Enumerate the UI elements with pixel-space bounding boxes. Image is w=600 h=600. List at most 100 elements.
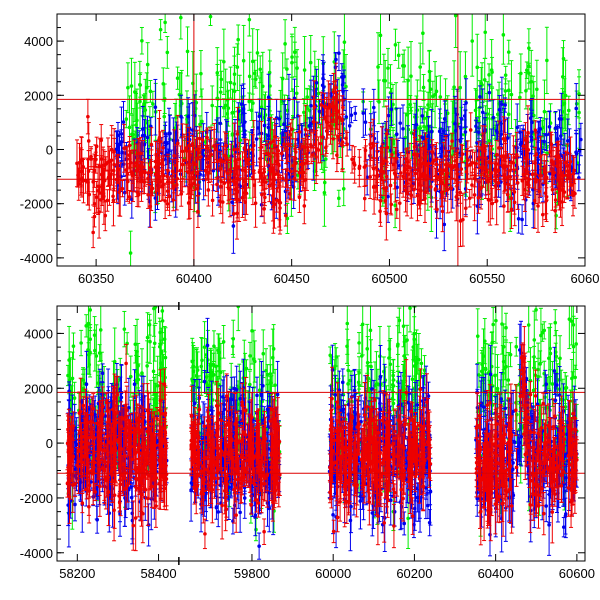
data-point xyxy=(252,183,257,188)
data-point xyxy=(198,122,202,127)
data-point xyxy=(385,145,390,150)
data-point xyxy=(498,120,503,125)
data-point xyxy=(218,90,223,94)
data-point xyxy=(476,195,481,200)
data-point xyxy=(133,90,137,94)
data-point xyxy=(328,102,332,107)
data-point xyxy=(220,159,225,164)
data-point xyxy=(145,62,150,67)
data-point xyxy=(542,109,547,114)
data-point xyxy=(206,188,211,192)
data-point xyxy=(179,15,183,20)
data-point xyxy=(353,111,358,116)
data-point xyxy=(293,50,297,54)
data-point xyxy=(395,185,399,190)
data-point xyxy=(254,137,259,141)
data-point xyxy=(426,133,431,138)
data-point xyxy=(458,85,462,90)
data-point xyxy=(149,170,154,175)
data-point xyxy=(420,114,425,118)
data-point xyxy=(512,155,516,160)
data-point xyxy=(288,132,293,137)
data-point xyxy=(241,58,246,63)
data-point xyxy=(121,120,126,124)
data-point xyxy=(297,170,302,175)
data-point xyxy=(536,147,541,151)
data-point xyxy=(171,184,176,188)
data-point xyxy=(432,158,436,163)
data-point xyxy=(545,58,549,63)
data-point xyxy=(566,108,571,113)
data-point xyxy=(341,105,345,110)
data-point xyxy=(175,76,180,80)
data-point xyxy=(350,157,354,162)
data-point xyxy=(161,183,165,187)
data-point xyxy=(162,114,167,119)
data-point xyxy=(337,51,341,55)
data-point xyxy=(176,141,180,146)
data-point xyxy=(368,174,372,179)
data-point xyxy=(302,110,306,115)
data-point xyxy=(503,103,507,107)
data-point xyxy=(344,84,348,89)
data-point xyxy=(477,130,481,135)
data-point xyxy=(549,142,554,147)
data-point xyxy=(86,169,91,173)
data-point xyxy=(494,128,499,133)
data-point xyxy=(459,156,464,161)
data-point xyxy=(470,183,474,187)
data-point xyxy=(235,65,240,69)
data-point xyxy=(505,136,510,140)
data-point xyxy=(274,159,279,164)
data-point xyxy=(194,100,199,105)
data-point xyxy=(429,185,433,189)
data-point xyxy=(240,195,245,200)
data-point xyxy=(299,162,303,167)
data-point xyxy=(503,89,508,93)
data-point xyxy=(509,92,514,97)
data-point xyxy=(529,79,534,84)
data-point xyxy=(483,30,488,35)
data-point xyxy=(418,65,423,69)
data-point xyxy=(308,60,313,65)
data-point xyxy=(314,81,319,85)
data-point xyxy=(566,139,570,143)
data-point xyxy=(464,169,469,174)
data-point xyxy=(562,190,567,194)
data-point xyxy=(302,68,307,72)
data-point xyxy=(165,174,170,179)
data-point xyxy=(143,170,147,175)
data-point xyxy=(91,230,95,235)
data-point xyxy=(320,135,325,139)
data-point xyxy=(502,204,506,208)
data-point xyxy=(459,167,464,171)
data-point xyxy=(518,130,522,135)
data-point xyxy=(445,111,450,116)
data-point xyxy=(305,106,310,111)
data-point xyxy=(103,213,108,218)
data-point xyxy=(215,159,220,164)
data-point xyxy=(434,89,439,94)
data-point xyxy=(219,77,224,82)
data-point xyxy=(389,107,394,112)
data-point xyxy=(210,103,215,108)
data-point xyxy=(409,74,413,79)
data-point xyxy=(386,194,390,199)
data-point xyxy=(253,201,258,205)
data-point xyxy=(174,182,179,187)
data-point xyxy=(474,124,478,129)
data-point xyxy=(487,73,491,77)
data-point xyxy=(215,182,219,187)
data-point xyxy=(256,126,260,130)
data-point xyxy=(547,125,552,129)
data-point xyxy=(288,169,293,174)
data-point xyxy=(230,200,235,205)
data-point xyxy=(398,171,403,175)
data-point xyxy=(188,195,192,200)
data-point xyxy=(307,124,312,128)
data-point xyxy=(548,171,552,176)
data-point xyxy=(470,39,475,43)
data-point xyxy=(391,102,395,107)
data-point xyxy=(146,192,150,197)
data-point xyxy=(524,88,528,93)
